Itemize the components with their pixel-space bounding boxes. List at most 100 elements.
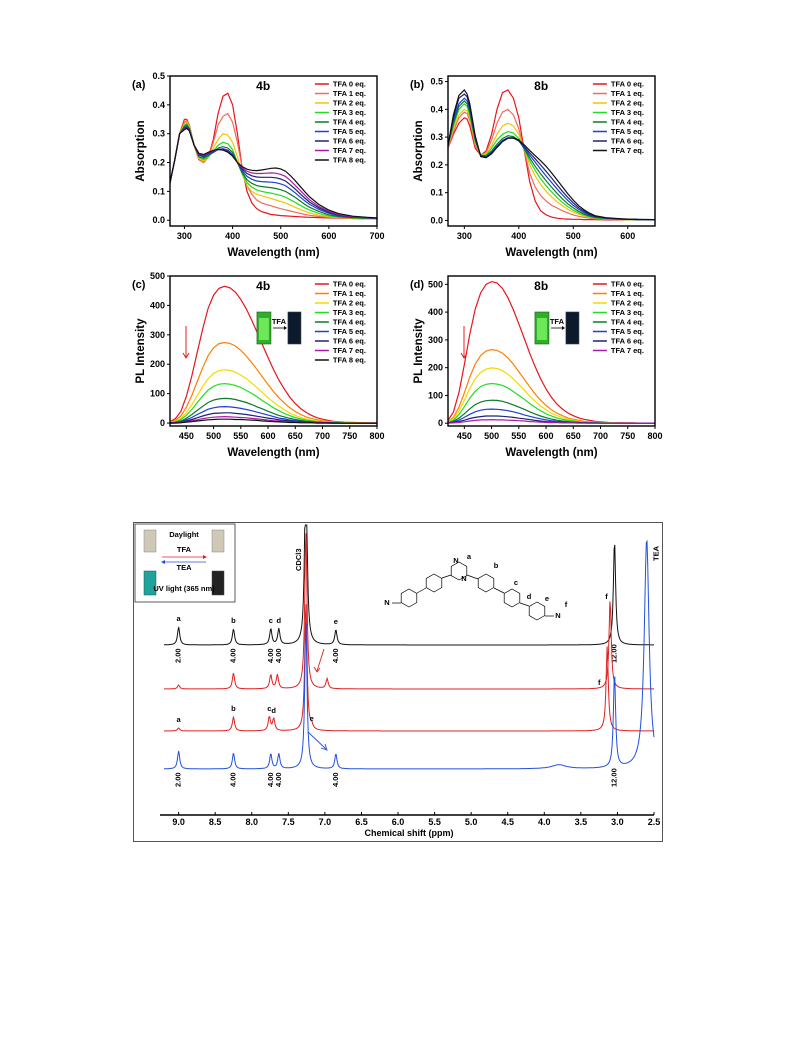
x-tick-label: 750 xyxy=(620,431,635,441)
tfa-label: TFA xyxy=(177,545,192,554)
legend-entry: TFA 4 eq. xyxy=(611,318,644,327)
y-tick-label: 100 xyxy=(428,390,443,400)
pl-chart-4b: 450 500 550 600 650 700 750 800 0 100 200 300 400 500… xyxy=(132,271,385,459)
ring xyxy=(400,588,418,608)
plot-frame xyxy=(169,275,378,427)
arrow-head-icon xyxy=(561,326,565,330)
legend-entry: TFA 0 eq. xyxy=(611,280,644,289)
chart-panel-b: 300 400 500 600 0.0 0.1 0.2 0.3 0.4 0.5 Wavelength… xyxy=(408,68,668,268)
legend-entry: TFA 0 eq. xyxy=(611,80,644,89)
legend-entry: TFA 5 eq. xyxy=(611,327,644,336)
x-tick-label: 500 xyxy=(206,431,221,441)
x-tick-label: 600 xyxy=(620,231,635,241)
legend-entry: TFA 2 eq. xyxy=(333,299,366,308)
y-tick-label: 400 xyxy=(428,307,443,317)
legend-entry: TFA 7 eq. xyxy=(611,146,644,155)
photo-inset: Daylight TFA TEA UV light (365 nm) xyxy=(134,523,236,603)
legend-entry: TFA 6 eq. xyxy=(333,337,366,346)
y-tick-label: 0.1 xyxy=(430,188,443,198)
nmr-trace-3 xyxy=(164,539,655,770)
x-axis-label: Wavelength (nm) xyxy=(227,247,319,259)
x-tick-label: 300 xyxy=(177,231,192,241)
y-axis-label: Absorption xyxy=(135,120,147,181)
peak-label-e: e xyxy=(310,714,314,723)
legend-entry: TFA 8 eq. xyxy=(333,156,366,165)
structure-label-f: f xyxy=(565,600,568,609)
uv-label: UV light (365 nm) xyxy=(153,584,215,593)
x-tick-label: 750 xyxy=(342,431,357,441)
ring xyxy=(528,601,546,621)
integral-value: 4.00 xyxy=(266,772,275,787)
panel-label: (b) xyxy=(410,79,424,91)
x-tick-label: 550 xyxy=(233,431,248,441)
y-tick-label: 0.4 xyxy=(430,104,443,114)
legend-entry: TFA 1 eq. xyxy=(333,89,366,98)
structure-label-N: N xyxy=(461,574,466,583)
legend-entry: TFA 4 eq. xyxy=(333,118,366,127)
panel-label: (d) xyxy=(410,279,424,291)
integral-value: 4.00 xyxy=(228,772,237,787)
chart-panel-c: 450 500 550 600 650 700 750 800 0 100 200 300 400 500… xyxy=(130,268,390,468)
nmr-x-tick-label: 7.0 xyxy=(319,817,332,827)
absorption-chart-8b: 300 400 500 600 0.0 0.1 0.2 0.3 0.4 0.5 Wavelength… xyxy=(410,75,656,259)
nmr-x-tick-label: 9.0 xyxy=(172,817,185,827)
y-tick-label: 500 xyxy=(150,271,165,281)
chart-panel-a: 300 400 500 600 700 0.0 0.1 0.2 0.3 0.4 0.5 Wavelen… xyxy=(130,68,390,268)
y-tick-label: 200 xyxy=(428,363,443,373)
tfa-arrow-head xyxy=(203,555,207,559)
cuvette-green-glow xyxy=(536,318,547,340)
nmr-x-tick-label: 8.0 xyxy=(246,817,259,827)
inset-tfa-label: TFA xyxy=(272,317,287,326)
plot-frame xyxy=(447,275,656,427)
structure-label-b: b xyxy=(494,561,499,570)
nmr-x-tick-label: 6.5 xyxy=(355,817,368,827)
tea-arrow-head xyxy=(161,560,165,564)
legend-entry: TFA 5 eq. xyxy=(611,127,644,136)
legend-entry: TFA 7 eq. xyxy=(611,346,644,355)
x-tick-label: 600 xyxy=(261,431,276,441)
x-tick-label: 800 xyxy=(647,431,662,441)
peak-label-d: d xyxy=(277,616,282,625)
shift-arrow-red-head xyxy=(313,666,321,673)
ring xyxy=(425,573,443,593)
nmr-x-tick-label: 4.5 xyxy=(501,817,514,827)
chart-panel-d: 450 500 550 600 650 700 750 800 0 100 200 300 400 500… xyxy=(408,268,668,468)
inset-tfa-label: TFA xyxy=(550,317,565,326)
tea-inset-label: TEA xyxy=(177,563,193,572)
nmr-trace-1 xyxy=(164,533,654,690)
vial-daylight-left xyxy=(143,529,157,553)
nmr-trace-2 xyxy=(164,604,654,732)
series-line-8 xyxy=(170,418,377,424)
legend-entry: TFA 0 eq. xyxy=(333,80,366,89)
solvent-label: CDCl3 xyxy=(294,548,303,571)
x-tick-label: 450 xyxy=(179,431,194,441)
panel-title: 8b xyxy=(534,279,548,293)
bond xyxy=(441,574,452,579)
plot-frame xyxy=(169,75,378,227)
integral-value: 12.00 xyxy=(610,768,619,787)
legend-entry: TFA 2 eq. xyxy=(611,99,644,108)
structure-label-c: c xyxy=(514,578,518,587)
x-tick-label: 700 xyxy=(593,431,608,441)
legend-entry: TFA 0 eq. xyxy=(333,280,366,289)
peak-label-f: f xyxy=(605,592,608,601)
peak-label-f: f xyxy=(598,678,601,687)
peak-label-d: d xyxy=(271,706,276,715)
x-axis-label: Wavelength (nm) xyxy=(505,247,597,259)
nmr-x-tick-label: 2.5 xyxy=(648,817,661,827)
peak-label-a: a xyxy=(177,715,182,724)
legend-entry: TFA 1 eq. xyxy=(611,289,644,298)
y-tick-label: 0.4 xyxy=(152,100,165,110)
legend-entry: TFA 5 eq. xyxy=(333,327,366,336)
peak-label-a: a xyxy=(177,614,182,623)
integral-value: 2.00 xyxy=(174,772,183,787)
legend-entry: TFA 8 eq. xyxy=(333,356,366,365)
legend-entry: TFA 6 eq. xyxy=(333,137,366,146)
panel-title: 4b xyxy=(256,279,270,293)
integral-value: 4.00 xyxy=(266,648,275,663)
series-line-2 xyxy=(169,369,377,424)
series-line-0 xyxy=(447,89,655,221)
series-line-7 xyxy=(447,88,656,221)
legend-entry: TFA 2 eq. xyxy=(333,99,366,108)
